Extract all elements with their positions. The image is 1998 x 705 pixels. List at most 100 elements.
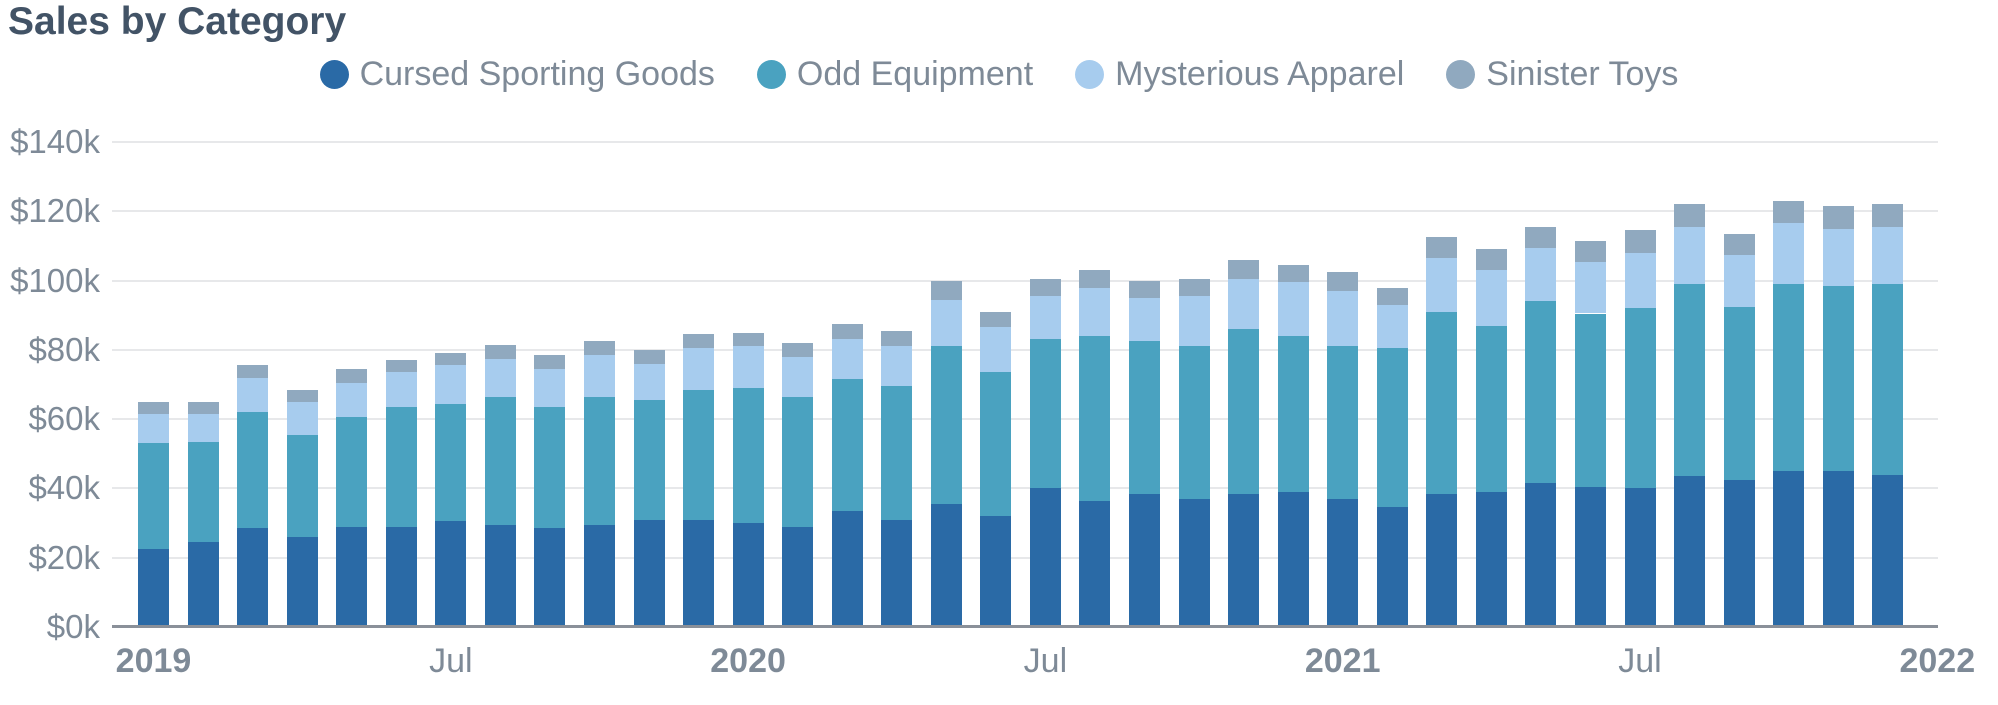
segment-cursed-sporting-goods[interactable] [1723,479,1755,627]
segment-mysterious-apparel[interactable] [1376,304,1408,349]
bar-dec-2020[interactable] [1277,142,1309,627]
segment-odd-equipment[interactable] [435,403,467,522]
segment-sinister-toys[interactable] [1674,204,1706,227]
segment-odd-equipment[interactable] [881,386,913,520]
segment-sinister-toys[interactable] [336,368,368,383]
bar-jul-2021[interactable] [1624,142,1656,627]
segment-mysterious-apparel[interactable] [1773,223,1805,285]
bar-jan-2021[interactable] [1327,142,1359,627]
segment-mysterious-apparel[interactable] [435,365,467,404]
bar-jul-2020[interactable] [1029,142,1061,627]
segment-odd-equipment[interactable] [1129,341,1160,494]
bar-nov-2021[interactable] [1822,142,1854,627]
segment-odd-equipment[interactable] [484,396,516,525]
segment-sinister-toys[interactable] [1723,233,1755,255]
segment-cursed-sporting-goods[interactable] [1079,500,1111,627]
segment-cursed-sporting-goods[interactable] [881,519,913,627]
segment-odd-equipment[interactable] [1674,284,1706,477]
segment-odd-equipment[interactable] [1327,346,1359,499]
segment-sinister-toys[interactable] [1426,237,1458,259]
segment-cursed-sporting-goods[interactable] [484,524,516,627]
bar-mar-2019[interactable] [237,142,269,627]
bar-jul-2019[interactable] [435,142,467,627]
segment-sinister-toys[interactable] [1574,240,1606,262]
segment-odd-equipment[interactable] [237,412,269,529]
segment-sinister-toys[interactable] [1525,226,1557,248]
segment-odd-equipment[interactable] [1872,284,1904,475]
segment-odd-equipment[interactable] [930,346,962,505]
segment-cursed-sporting-goods[interactable] [930,504,962,627]
segment-sinister-toys[interactable] [385,360,417,373]
segment-cursed-sporting-goods[interactable] [1525,483,1557,627]
segment-cursed-sporting-goods[interactable] [336,526,368,627]
segment-odd-equipment[interactable] [1723,306,1755,480]
segment-mysterious-apparel[interactable] [138,413,169,444]
segment-cursed-sporting-goods[interactable] [1277,491,1309,627]
bar-may-2021[interactable] [1525,142,1557,627]
bar-sep-2020[interactable] [1129,142,1160,627]
segment-odd-equipment[interactable] [1376,348,1408,508]
segment-odd-equipment[interactable] [1178,346,1210,499]
segment-mysterious-apparel[interactable] [1574,261,1606,314]
segment-cursed-sporting-goods[interactable] [237,528,269,627]
bar-jan-2020[interactable] [732,142,764,627]
segment-mysterious-apparel[interactable] [683,348,715,390]
bar-may-2019[interactable] [336,142,368,627]
segment-mysterious-apparel[interactable] [1624,252,1656,309]
segment-mysterious-apparel[interactable] [980,327,1012,373]
segment-cursed-sporting-goods[interactable] [138,549,169,627]
segment-mysterious-apparel[interactable] [1723,254,1755,307]
bar-apr-2021[interactable] [1475,142,1507,627]
segment-sinister-toys[interactable] [237,365,269,378]
segment-sinister-toys[interactable] [138,401,169,414]
segment-odd-equipment[interactable] [336,417,368,527]
segment-odd-equipment[interactable] [1475,325,1507,492]
segment-sinister-toys[interactable] [1079,270,1111,288]
segment-sinister-toys[interactable] [187,401,219,414]
segment-odd-equipment[interactable] [1525,301,1557,484]
segment-odd-equipment[interactable] [1228,329,1260,494]
segment-odd-equipment[interactable] [1822,285,1854,472]
segment-odd-equipment[interactable] [633,400,665,520]
segment-cursed-sporting-goods[interactable] [1376,507,1408,627]
legend-item-odd-equipment[interactable]: Odd Equipment [756,55,1033,94]
bar-nov-2020[interactable] [1228,142,1260,627]
segment-cursed-sporting-goods[interactable] [1129,493,1160,627]
segment-cursed-sporting-goods[interactable] [1228,493,1260,627]
segment-odd-equipment[interactable] [831,379,863,511]
segment-cursed-sporting-goods[interactable] [683,519,715,627]
segment-odd-equipment[interactable] [534,407,566,529]
segment-mysterious-apparel[interactable] [930,299,962,347]
segment-mysterious-apparel[interactable] [1129,297,1160,342]
segment-sinister-toys[interactable] [732,332,764,347]
segment-cursed-sporting-goods[interactable] [1475,491,1507,627]
segment-mysterious-apparel[interactable] [881,346,913,387]
segment-sinister-toys[interactable] [435,353,467,366]
segment-sinister-toys[interactable] [1376,287,1408,305]
segment-cursed-sporting-goods[interactable] [633,519,665,627]
segment-odd-equipment[interactable] [1773,284,1805,472]
segment-odd-equipment[interactable] [732,387,764,524]
segment-cursed-sporting-goods[interactable] [385,526,417,627]
segment-sinister-toys[interactable] [980,311,1012,328]
segment-mysterious-apparel[interactable] [1674,226,1706,285]
segment-odd-equipment[interactable] [1426,311,1458,494]
segment-mysterious-apparel[interactable] [237,377,269,413]
segment-cursed-sporting-goods[interactable] [583,524,615,627]
bar-jun-2019[interactable] [385,142,417,627]
segment-mysterious-apparel[interactable] [583,355,615,397]
segment-odd-equipment[interactable] [583,396,615,525]
segment-odd-equipment[interactable] [1624,308,1656,489]
segment-odd-equipment[interactable] [782,396,814,527]
bar-aug-2019[interactable] [484,142,516,627]
bar-jan-2019[interactable] [138,142,169,627]
segment-sinister-toys[interactable] [930,280,962,300]
bar-apr-2019[interactable] [286,142,318,627]
segment-odd-equipment[interactable] [683,389,715,520]
segment-mysterious-apparel[interactable] [1475,270,1507,326]
segment-sinister-toys[interactable] [782,342,814,357]
segment-mysterious-apparel[interactable] [1872,226,1904,285]
segment-mysterious-apparel[interactable] [1029,296,1061,340]
segment-cursed-sporting-goods[interactable] [1327,498,1359,627]
segment-mysterious-apparel[interactable] [633,363,665,401]
